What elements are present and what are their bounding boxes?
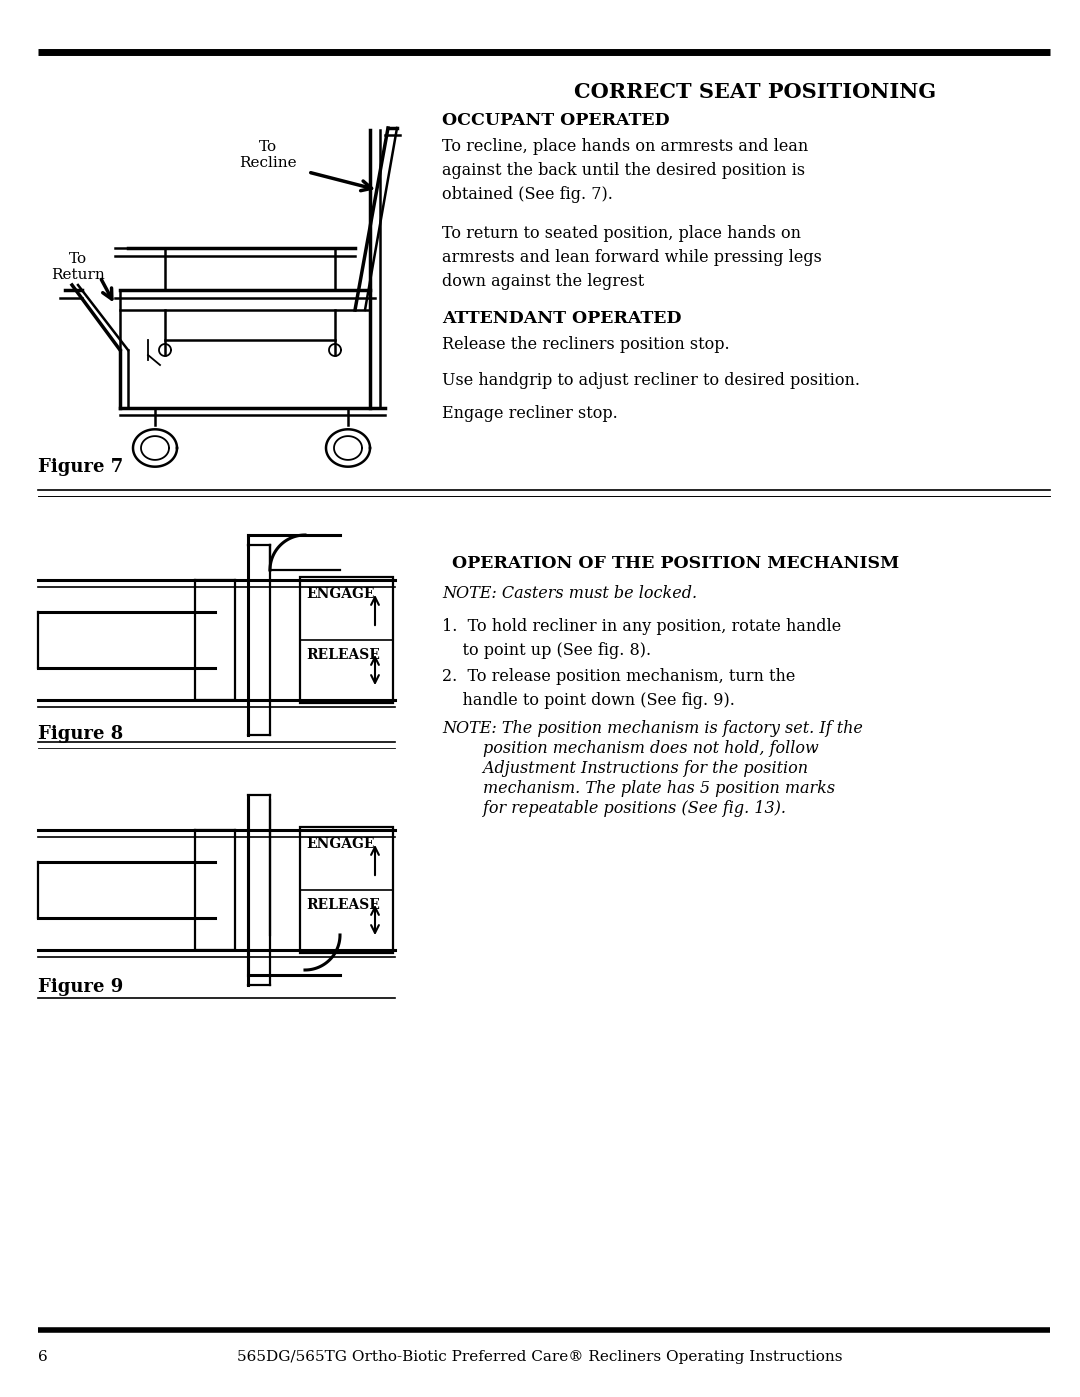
Text: 6: 6 <box>38 1350 48 1363</box>
Text: position mechanism does not hold, follow: position mechanism does not hold, follow <box>442 740 819 757</box>
Text: CORRECT SEAT POSITIONING: CORRECT SEAT POSITIONING <box>573 82 936 102</box>
Text: NOTE: Casters must be locked.: NOTE: Casters must be locked. <box>442 585 697 602</box>
Text: RELEASE: RELEASE <box>306 898 380 912</box>
Text: Adjustment Instructions for the position: Adjustment Instructions for the position <box>442 760 808 777</box>
Text: Figure 9: Figure 9 <box>38 978 123 996</box>
Text: To return to seated position, place hands on
armrests and lean forward while pre: To return to seated position, place hand… <box>442 225 822 291</box>
Text: OPERATION OF THE POSITION MECHANISM: OPERATION OF THE POSITION MECHANISM <box>453 555 900 571</box>
Text: ATTENDANT OPERATED: ATTENDANT OPERATED <box>442 310 681 327</box>
Text: mechanism. The plate has 5 position marks: mechanism. The plate has 5 position mark… <box>442 780 835 798</box>
Text: for repeatable positions (See fig. 13).: for repeatable positions (See fig. 13). <box>442 800 786 817</box>
Text: Figure 7: Figure 7 <box>38 458 123 476</box>
Bar <box>300 827 393 953</box>
Text: To
Return: To Return <box>51 251 105 282</box>
Text: OCCUPANT OPERATED: OCCUPANT OPERATED <box>442 112 670 129</box>
Text: ENGAGE: ENGAGE <box>306 587 375 601</box>
Text: Engage recliner stop.: Engage recliner stop. <box>442 405 618 422</box>
Text: To
Recline: To Recline <box>239 140 297 170</box>
Text: Figure 8: Figure 8 <box>38 725 123 743</box>
Text: 565DG/565TG Ortho-Biotic Preferred Care® Recliners Operating Instructions: 565DG/565TG Ortho-Biotic Preferred Care®… <box>238 1350 842 1363</box>
Text: ENGAGE: ENGAGE <box>306 837 375 851</box>
Text: Use handgrip to adjust recliner to desired position.: Use handgrip to adjust recliner to desir… <box>442 372 860 388</box>
Text: Release the recliners position stop.: Release the recliners position stop. <box>442 337 730 353</box>
Text: To recline, place hands on armrests and lean
against the back until the desired : To recline, place hands on armrests and … <box>442 138 808 204</box>
Text: 1.  To hold recliner in any position, rotate handle
    to point up (See fig. 8): 1. To hold recliner in any position, rot… <box>442 617 841 659</box>
Text: NOTE: The position mechanism is factory set. If the: NOTE: The position mechanism is factory … <box>442 719 863 738</box>
Text: 2.  To release position mechanism, turn the
    handle to point down (See fig. 9: 2. To release position mechanism, turn t… <box>442 668 795 710</box>
Bar <box>300 577 393 703</box>
Text: RELEASE: RELEASE <box>306 648 380 662</box>
